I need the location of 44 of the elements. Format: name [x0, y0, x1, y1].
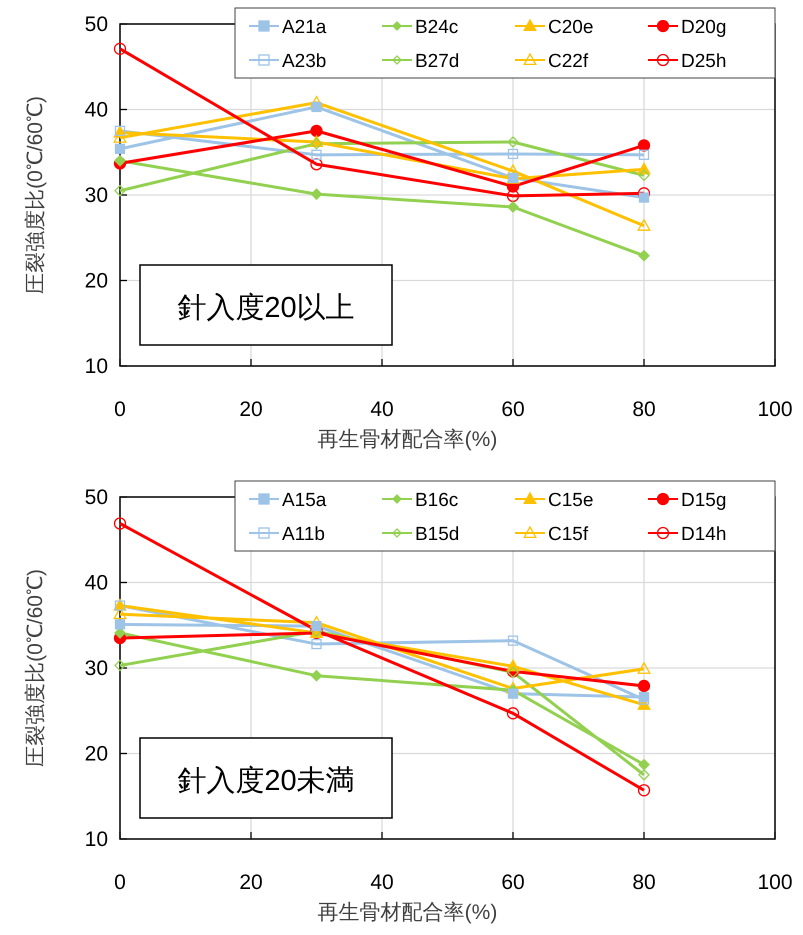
legend-label: B27d: [415, 51, 460, 72]
legend-label: A23b: [282, 51, 326, 72]
x-tick-label: 60: [501, 871, 525, 894]
x-axis-title: 再生骨材配合率(%): [318, 428, 498, 451]
y-tick-label: 10: [84, 828, 108, 851]
y-tick-label: 50: [84, 13, 108, 36]
x-axis-title: 再生骨材配合率(%): [318, 901, 498, 924]
legend-label: A11b: [282, 524, 325, 545]
legend-label: D15g: [681, 490, 726, 511]
y-tick-label: 10: [84, 355, 108, 378]
y-tick-label: 20: [84, 742, 108, 766]
y-axis-title: 圧裂強度比(0℃/60℃): [24, 569, 47, 767]
y-tick-label: 40: [84, 572, 108, 594]
legend-label: B16c: [415, 490, 458, 511]
legend-label: B24c: [415, 17, 458, 38]
y-tick-label: 40: [84, 98, 108, 122]
legend-label: D20g: [681, 17, 726, 38]
x-tick-label: 40: [370, 871, 394, 894]
x-tick-label: 40: [370, 398, 394, 421]
annotation: 針入度20以上: [177, 292, 355, 324]
y-tick-label: 20: [84, 270, 108, 292]
legend-label: D25h: [681, 51, 726, 72]
legend-label: C22f: [548, 51, 589, 72]
x-tick-label: 20: [239, 398, 263, 421]
y-tick-label: 30: [84, 184, 108, 207]
y-axis-title: 圧裂強度比(0℃/60℃): [24, 96, 47, 294]
x-tick-label: 0: [114, 398, 126, 421]
x-tick-label: 20: [239, 871, 263, 894]
y-tick-label: 50: [84, 486, 108, 509]
x-tick-label: 60: [501, 398, 525, 421]
legend-label: D14h: [681, 524, 726, 545]
x-tick-label: 0: [114, 871, 126, 894]
legend-label: C20e: [548, 17, 594, 38]
x-tick-label: 100: [757, 398, 793, 421]
annotation: 針入度20未満: [177, 765, 355, 797]
y-tick-label: 30: [84, 657, 108, 680]
x-tick-label: 80: [632, 398, 656, 421]
legend-label: A21a: [282, 17, 327, 38]
x-tick-label: 100: [757, 871, 793, 894]
legend-label: A15a: [282, 490, 327, 511]
legend-label: B15d: [415, 524, 460, 545]
legend-label: C15f: [548, 524, 589, 545]
x-tick-label: 80: [632, 871, 656, 894]
legend-label: C15e: [548, 490, 594, 511]
